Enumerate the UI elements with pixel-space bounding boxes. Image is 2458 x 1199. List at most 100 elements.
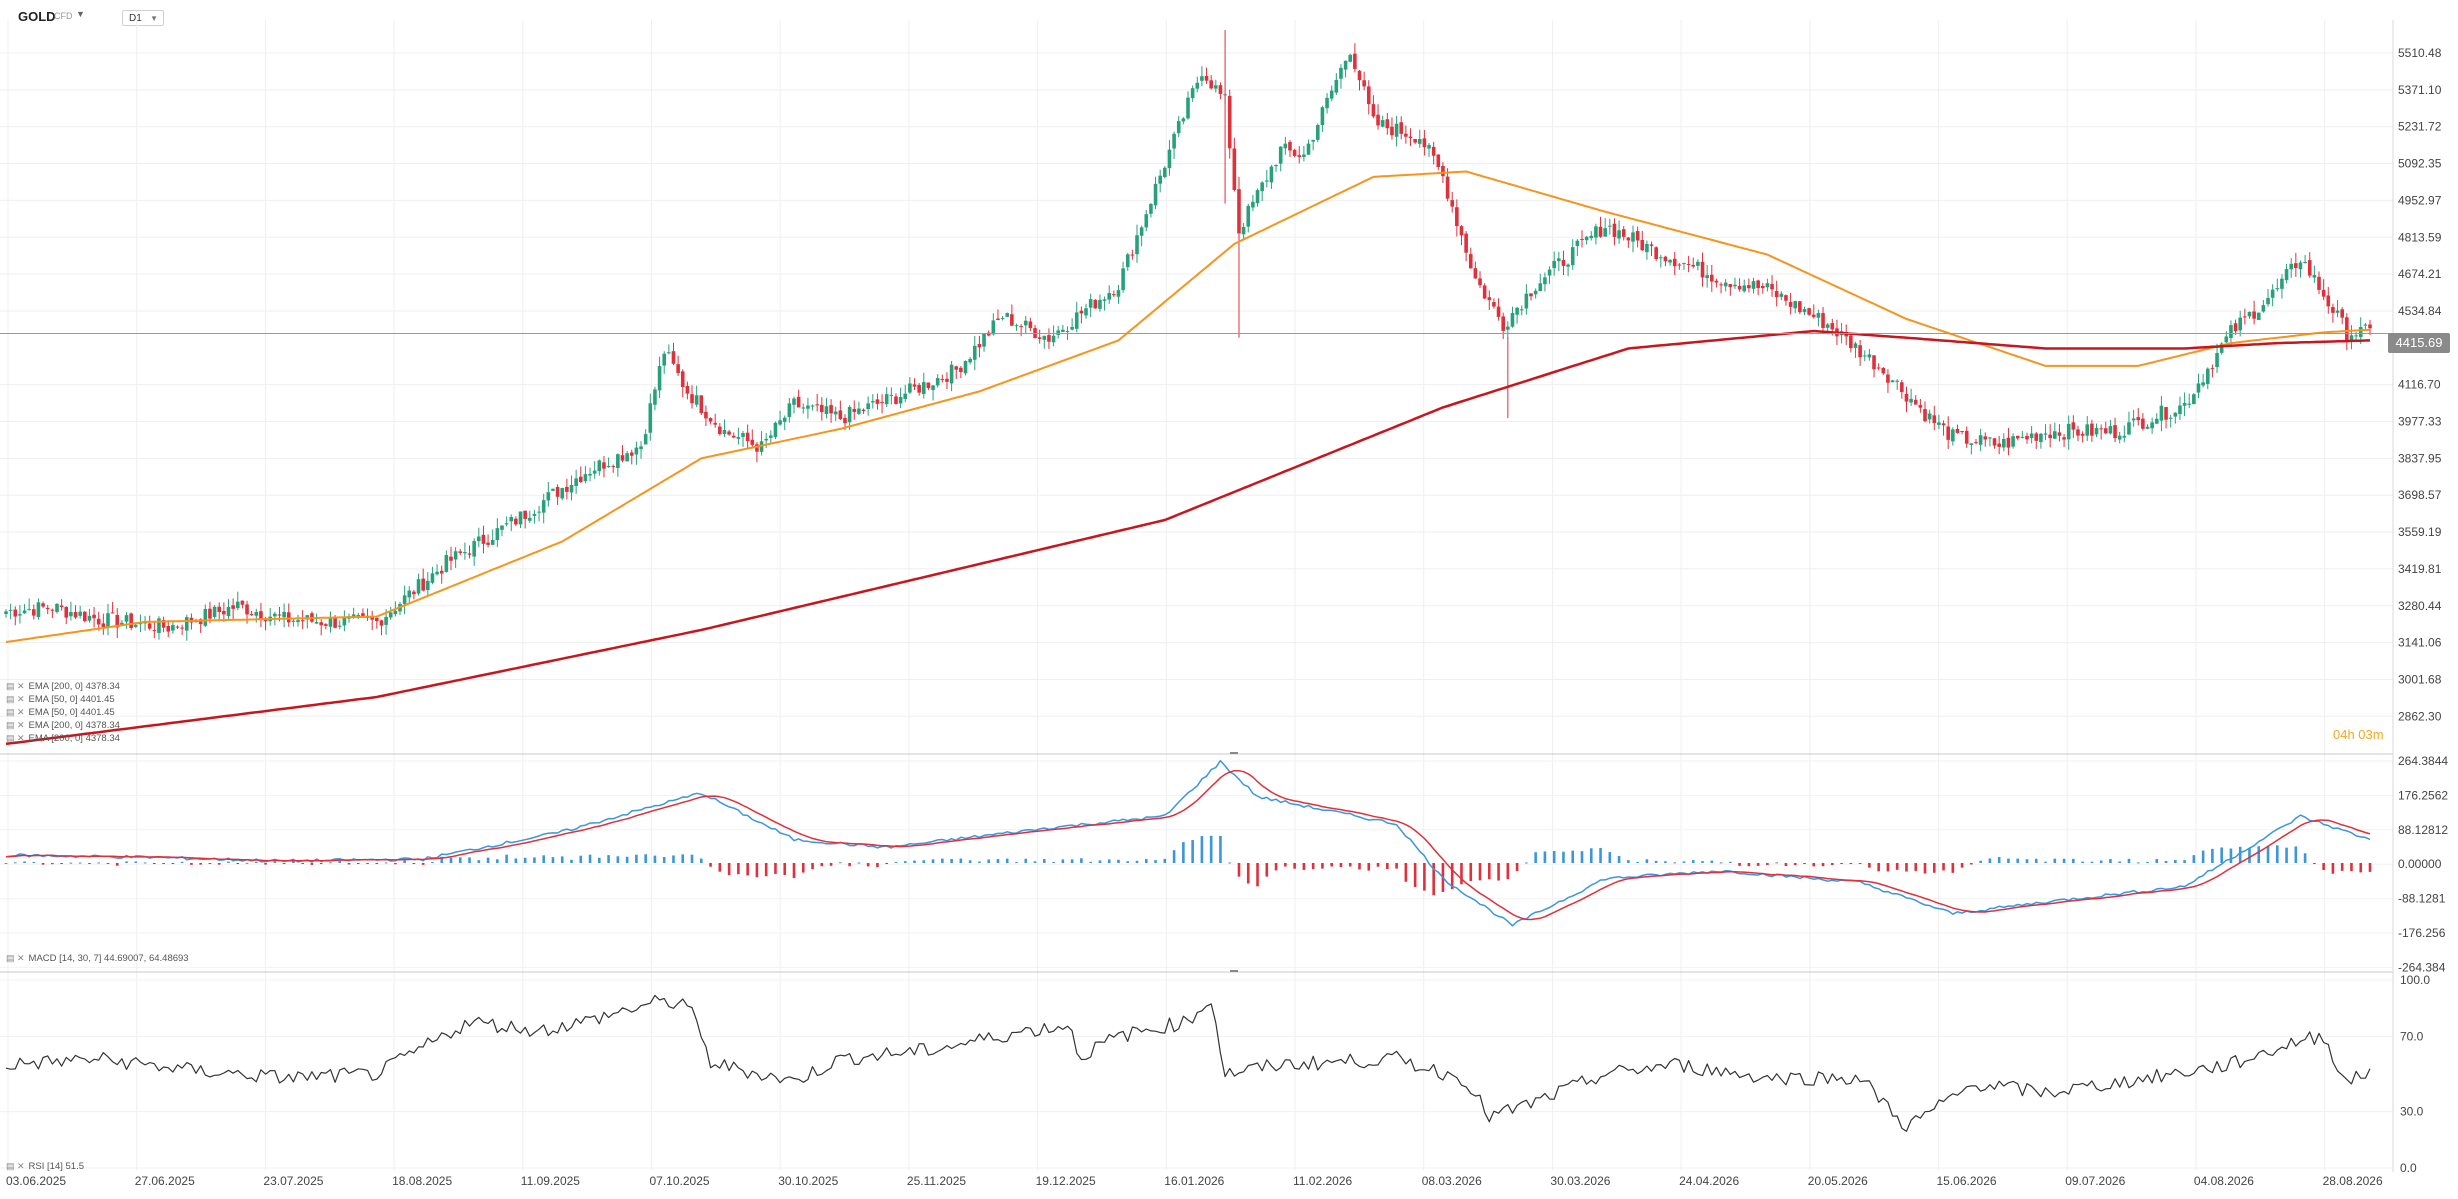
candle-body <box>565 486 569 492</box>
macd-axis-label: -264.384 <box>2398 960 2446 974</box>
price-axis-label: 4952.97 <box>2398 193 2442 207</box>
candle-body <box>115 614 120 628</box>
price-axis-label: 3977.33 <box>2398 415 2442 429</box>
candle-body <box>546 492 551 501</box>
macd-histogram-bar <box>764 863 768 877</box>
settings-icon[interactable]: ▤ ✕ <box>6 953 25 963</box>
symbol-name[interactable]: GOLD <box>18 9 56 24</box>
candle-body <box>1858 345 1862 358</box>
legend-ema50-b[interactable]: ▤ ✕ EMA [50, 0] 4401.45 <box>6 707 115 718</box>
candle-body <box>18 614 22 616</box>
settings-icon[interactable]: ▤ ✕ <box>6 694 25 704</box>
macd-histogram-bar <box>1413 863 1417 887</box>
legend-ema200-b[interactable]: ▤ ✕ EMA [200, 0] 4378.34 <box>6 720 120 731</box>
candle-body <box>1696 261 1700 266</box>
candle-body <box>1366 86 1371 105</box>
candle-body <box>1737 285 1742 290</box>
macd-histogram-bar <box>32 861 36 864</box>
price-axis-label: 3559.19 <box>2398 525 2442 539</box>
candle-body <box>2270 289 2275 298</box>
macd-histogram-bar <box>968 860 972 864</box>
candle-body <box>611 466 616 468</box>
candle-body <box>2238 317 2243 331</box>
candle-body <box>2039 433 2043 443</box>
macd-histogram-bar <box>2034 858 2038 864</box>
settings-icon[interactable]: ▤ ✕ <box>6 733 25 743</box>
settings-icon[interactable]: ▤ ✕ <box>6 681 25 691</box>
x-axis-label: 30.10.2025 <box>778 1174 838 1188</box>
candle-body <box>1723 282 1728 287</box>
candle-body <box>2317 276 2321 290</box>
macd-histogram-bar <box>1117 859 1120 864</box>
candle-body <box>959 367 963 373</box>
candle-body <box>1292 149 1297 156</box>
legend-macd[interactable]: ▤ ✕ MACD [14, 30, 7] 44.69007, 64.48693 <box>6 953 189 964</box>
candle-body <box>1019 326 1023 328</box>
macd-histogram-bar <box>356 863 360 865</box>
macd-histogram-bar <box>1404 863 1408 882</box>
macd-histogram-bar <box>97 862 101 864</box>
candle-body <box>1478 278 1482 286</box>
settings-icon[interactable]: ▤ ✕ <box>6 720 25 730</box>
timeframe-select[interactable]: D1 ▼ <box>122 10 164 26</box>
candle-body <box>2154 418 2159 424</box>
candle-body <box>375 617 379 622</box>
macd-histogram-bar <box>496 859 499 864</box>
candle-body <box>2192 394 2196 405</box>
macd-histogram-bar <box>2322 863 2325 870</box>
legend-ema200-c[interactable]: ▤ ✕ EMA [200, 0] 4378.34 <box>6 733 120 744</box>
settings-icon[interactable]: ▤ ✕ <box>6 707 25 717</box>
macd-histogram-bar <box>885 863 889 865</box>
candle-body <box>1872 355 1876 370</box>
candle-body <box>2002 438 2006 448</box>
macd-histogram-bar <box>134 861 138 864</box>
price-axis-label: 4674.21 <box>2398 267 2442 281</box>
macd-histogram-bar <box>1015 862 1018 864</box>
candle-body <box>477 536 481 542</box>
candle-body <box>2066 423 2071 440</box>
macd-histogram-bar <box>403 860 406 864</box>
candle-body <box>2090 423 2094 436</box>
candle-body <box>2233 323 2238 332</box>
candle-body <box>36 602 41 617</box>
candle-body <box>2354 335 2358 337</box>
candle-body <box>222 610 226 615</box>
candle-body <box>606 466 611 468</box>
candle-body <box>986 332 991 336</box>
candle-body <box>1923 409 1927 422</box>
candle-body <box>1640 239 1645 251</box>
settings-icon[interactable]: ▤ ✕ <box>6 1161 25 1171</box>
macd-histogram-bar <box>681 854 685 864</box>
candle-body <box>578 476 583 483</box>
legend-ema200-a[interactable]: ▤ ✕ EMA [200, 0] 4378.34 <box>6 681 120 692</box>
candle-body <box>1163 167 1167 178</box>
candle-body <box>1005 313 1010 317</box>
macd-histogram-bar <box>1450 863 1454 890</box>
candle-body <box>1876 367 1881 369</box>
macd-histogram-bar <box>1756 863 1760 866</box>
caret-down-icon[interactable]: ▼ <box>76 9 85 19</box>
macd-histogram-bar <box>2062 858 2066 864</box>
candle-body <box>2335 310 2340 313</box>
legend-rsi[interactable]: ▤ ✕ RSI [14] 51.5 <box>6 1161 84 1172</box>
candle-body <box>1394 123 1399 137</box>
macd-histogram-bar <box>1052 862 1055 864</box>
candle-body <box>1951 429 1955 442</box>
candle-body <box>787 403 792 418</box>
candle-body <box>991 320 996 335</box>
candle-body <box>458 551 463 553</box>
candle-body <box>2015 435 2020 439</box>
symbol-type: CFD <box>54 11 73 21</box>
macd-histogram-bar <box>338 860 342 864</box>
price-axis-label: 4116.70 <box>2398 378 2441 392</box>
macd-histogram-bar <box>1645 859 1649 864</box>
macd-histogram-bar <box>2285 847 2288 864</box>
candle-body <box>1464 233 1468 253</box>
macd-histogram-bar <box>347 863 351 865</box>
macd-histogram-bar <box>1932 863 1936 873</box>
macd-histogram-bar <box>1617 856 1621 864</box>
candle-body <box>1645 243 1649 253</box>
legend-ema50-a[interactable]: ▤ ✕ EMA [50, 0] 4401.45 <box>6 694 115 705</box>
candle-body <box>1700 261 1705 278</box>
